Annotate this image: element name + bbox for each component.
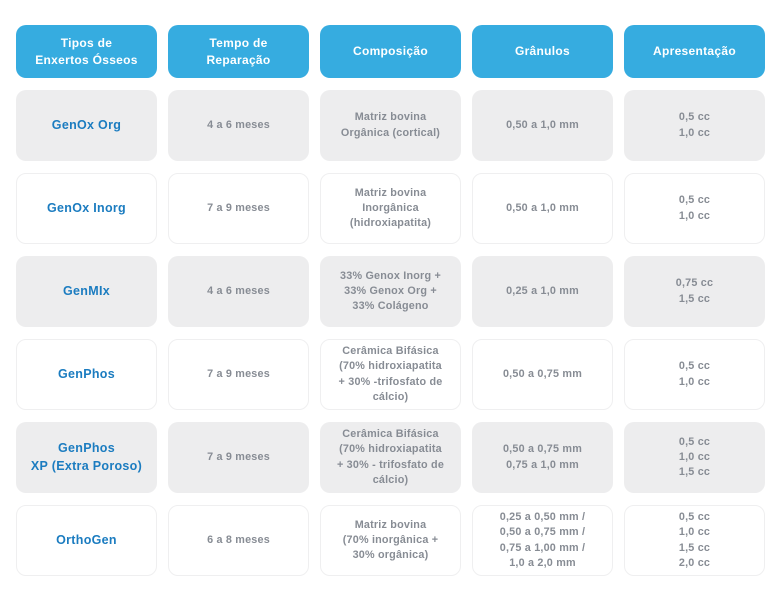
cell-granulos: 0,50 a 1,0 mm <box>472 173 613 244</box>
cell-granulos: 0,50 a 0,75 mm <box>472 339 613 410</box>
cell-tempo-reparacao: 6 a 8 meses <box>168 505 309 576</box>
cell-tempo-reparacao: 7 a 9 meses <box>168 173 309 244</box>
cell-granulos: 0,25 a 1,0 mm <box>472 256 613 327</box>
cell-product-name: OrthoGen <box>16 505 157 576</box>
cell-granulos: 0,50 a 1,0 mm <box>472 90 613 161</box>
cell-product-name: GenPhos <box>16 339 157 410</box>
cell-apresentacao: 0,75 cc 1,5 cc <box>624 256 765 327</box>
cell-granulos: 0,50 a 0,75 mm 0,75 a 1,0 mm <box>472 422 613 493</box>
cell-apresentacao: 0,5 cc 1,0 cc <box>624 173 765 244</box>
cell-tempo-reparacao: 4 a 6 meses <box>168 90 309 161</box>
column-header-apresentacao: Apresentação <box>624 25 765 78</box>
column-header-tipos-enxertos: Tipos de Enxertos Ósseos <box>16 25 157 78</box>
bone-grafts-comparison-table: Tipos de Enxertos Ósseos Tempo de Repara… <box>16 25 765 576</box>
cell-composicao: Matriz bovina Orgânica (cortical) <box>320 90 461 161</box>
cell-composicao: 33% Genox Inorg + 33% Genox Org + 33% Co… <box>320 256 461 327</box>
cell-apresentacao: 0,5 cc 1,0 cc 1,5 cc <box>624 422 765 493</box>
cell-tempo-reparacao: 7 a 9 meses <box>168 422 309 493</box>
cell-composicao: Matriz bovina Inorgânica (hidroxiapatita… <box>320 173 461 244</box>
cell-product-name: GenPhos XP (Extra Poroso) <box>16 422 157 493</box>
cell-apresentacao: 0,5 cc 1,0 cc <box>624 339 765 410</box>
cell-tempo-reparacao: 4 a 6 meses <box>168 256 309 327</box>
cell-product-name: GenOx Org <box>16 90 157 161</box>
cell-apresentacao: 0,5 cc 1,0 cc 1,5 cc 2,0 cc <box>624 505 765 576</box>
cell-product-name: GenOx Inorg <box>16 173 157 244</box>
column-header-tempo-reparacao: Tempo de Reparação <box>168 25 309 78</box>
cell-apresentacao: 0,5 cc 1,0 cc <box>624 90 765 161</box>
cell-composicao: Matriz bovina (70% inorgânica + 30% orgâ… <box>320 505 461 576</box>
column-header-granulos: Grânulos <box>472 25 613 78</box>
cell-composicao: Cerâmica Bifásica (70% hidroxiapatita + … <box>320 339 461 410</box>
column-header-composicao: Composição <box>320 25 461 78</box>
cell-product-name: GenMIx <box>16 256 157 327</box>
cell-granulos: 0,25 a 0,50 mm / 0,50 a 0,75 mm / 0,75 a… <box>472 505 613 576</box>
cell-composicao: Cerâmica Bifásica (70% hidroxiapatita + … <box>320 422 461 493</box>
cell-tempo-reparacao: 7 a 9 meses <box>168 339 309 410</box>
